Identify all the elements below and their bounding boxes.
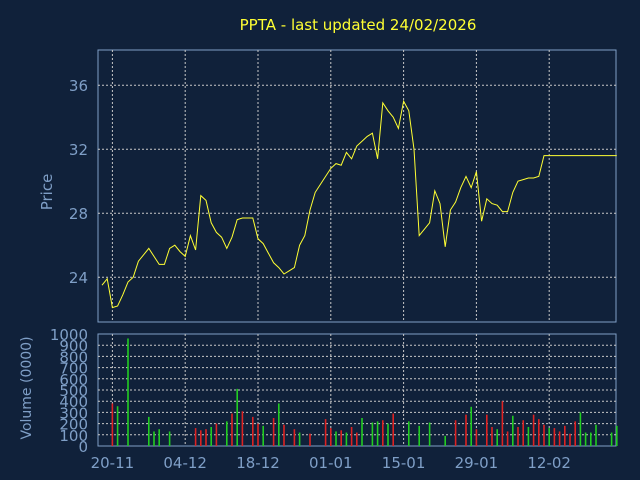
x-axis-date-labels: 20-11 04-12 18-12 01-01 15-01 29-01 12-02 <box>91 454 571 472</box>
price-panel: 24 28 32 36 Price <box>38 49 617 323</box>
volume-gridlines <box>98 334 616 446</box>
x-axis-date-label: 18-12 <box>236 454 280 472</box>
volume-y-tick-label: 0 <box>78 438 88 456</box>
price-y-tick-label: 32 <box>69 141 88 159</box>
volume-bars <box>111 338 618 446</box>
volume-y-tick-label: 600 <box>59 371 88 389</box>
volume-y-tick-label: 100 <box>59 427 88 445</box>
volume-y-tick-label: 200 <box>59 416 88 434</box>
price-y-tick-labels: 24 28 32 36 <box>69 77 88 287</box>
volume-y-tick-label: 900 <box>59 337 88 355</box>
price-line <box>101 99 617 309</box>
volume-y-tick-label: 1000 <box>50 326 88 344</box>
price-y-axis-label: Price <box>38 174 56 211</box>
volume-y-tick-label: 700 <box>59 360 88 378</box>
x-axis-date-label: 20-11 <box>91 454 135 472</box>
x-axis-date-label: 12-02 <box>527 454 571 472</box>
x-axis-date-label: 15-01 <box>382 454 426 472</box>
volume-y-tick-label: 800 <box>59 348 88 366</box>
price-gridlines <box>98 50 616 322</box>
chart-title: PPTA - last updated 24/02/2026 <box>240 16 477 34</box>
price-y-tick-label: 28 <box>69 205 88 223</box>
volume-y-axis-label: Volume (0000) <box>19 336 35 439</box>
x-axis-date-label: 04-12 <box>163 454 207 472</box>
volume-y-tick-label: 300 <box>59 404 88 422</box>
price-y-tick-label: 24 <box>69 269 88 287</box>
volume-y-tick-label: 400 <box>59 393 88 411</box>
x-axis-date-label: 29-01 <box>455 454 499 472</box>
volume-y-tick-label: 500 <box>59 382 88 400</box>
price-y-tick-label: 36 <box>69 77 88 95</box>
price-plot-frame <box>97 49 617 323</box>
x-axis-date-label: 01-01 <box>309 454 353 472</box>
